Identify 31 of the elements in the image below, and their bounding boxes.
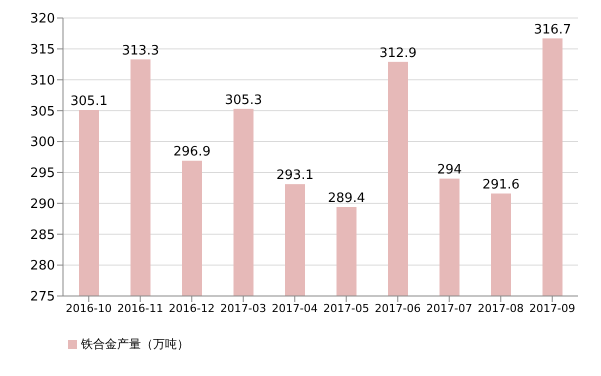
y-tick-label: 310	[30, 73, 55, 88]
x-tick-label: 2017-05	[323, 302, 370, 315]
x-tick-label: 2017-04	[272, 302, 318, 315]
y-tick-label: 315	[30, 42, 55, 58]
data-label: 305.1	[70, 94, 108, 110]
data-label: 296.9	[173, 144, 211, 160]
data-label: 312.9	[379, 46, 417, 61]
y-tick-label: 290	[30, 196, 55, 212]
data-label: 305.3	[224, 92, 262, 108]
x-tick-label: 2016-12	[168, 302, 215, 315]
data-label: 294	[437, 162, 462, 178]
x-tick-label: 2016-10	[66, 302, 112, 315]
y-tick-label: 295	[30, 166, 55, 182]
y-tick-label: 300	[30, 135, 55, 150]
y-tick-label: 280	[30, 258, 55, 274]
data-label: 313.3	[122, 43, 160, 58]
x-tick-label: 2017-03	[220, 302, 266, 315]
y-tick-label: 305	[30, 104, 55, 120]
y-tick-label: 275	[30, 290, 55, 305]
x-tick-label: 2017-07	[426, 302, 472, 315]
x-tick-label: 2017-06	[374, 302, 421, 315]
data-label: 316.7	[534, 22, 572, 38]
legend-label: 铁合金产量（万吨）	[81, 337, 189, 351]
x-tick-label: 2017-09	[529, 302, 576, 315]
x-tick-label: 2017-08	[478, 302, 524, 315]
data-label: 293.1	[276, 168, 314, 184]
y-tick-label: 285	[30, 228, 55, 243]
x-tick-label: 2016-11	[117, 302, 164, 315]
data-label: 291.6	[482, 177, 520, 192]
y-tick-label: 320	[30, 12, 55, 27]
data-label: 289.4	[328, 191, 366, 206]
